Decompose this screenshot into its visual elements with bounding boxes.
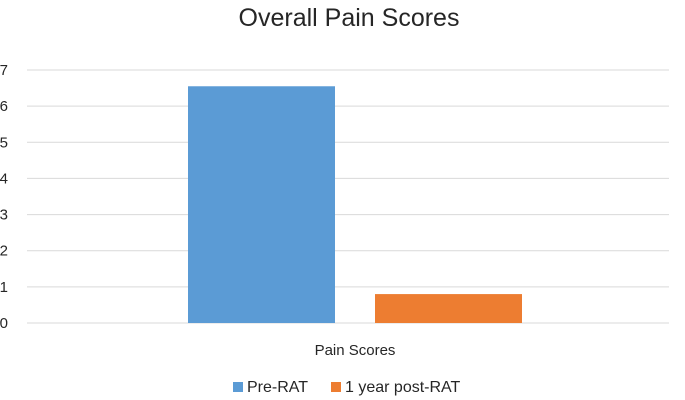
x-axis-category-labels: Pain Scores: [315, 342, 396, 359]
y-tick-label: 0: [0, 315, 8, 332]
legend-swatch-pre-rat: [233, 382, 243, 392]
legend-label: 1 year post-RAT: [345, 379, 461, 396]
y-tick-label: 2: [0, 243, 8, 260]
bars: [188, 86, 522, 323]
y-tick-label: 4: [0, 170, 8, 187]
legend-label: Pre-RAT: [247, 379, 308, 396]
gridlines: [27, 69, 669, 324]
y-tick-label: 7: [0, 62, 8, 79]
legend-swatch-1-year-post-rat: [331, 382, 341, 392]
y-tick-label: 6: [0, 98, 8, 115]
y-tick-label: 3: [0, 207, 8, 224]
bar-1-year-post-rat: [375, 294, 522, 323]
x-category-label: Pain Scores: [315, 342, 396, 359]
legend: Pre-RAT 1 year post-RAT: [233, 379, 461, 396]
y-axis-tick-labels: 0 1 2 3 4 5 6 7: [0, 62, 8, 332]
y-tick-label: 5: [0, 134, 8, 151]
y-tick-label: 1: [0, 279, 8, 296]
chart-title: Overall Pain Scores: [239, 4, 460, 32]
bar-pre-rat: [188, 86, 335, 323]
